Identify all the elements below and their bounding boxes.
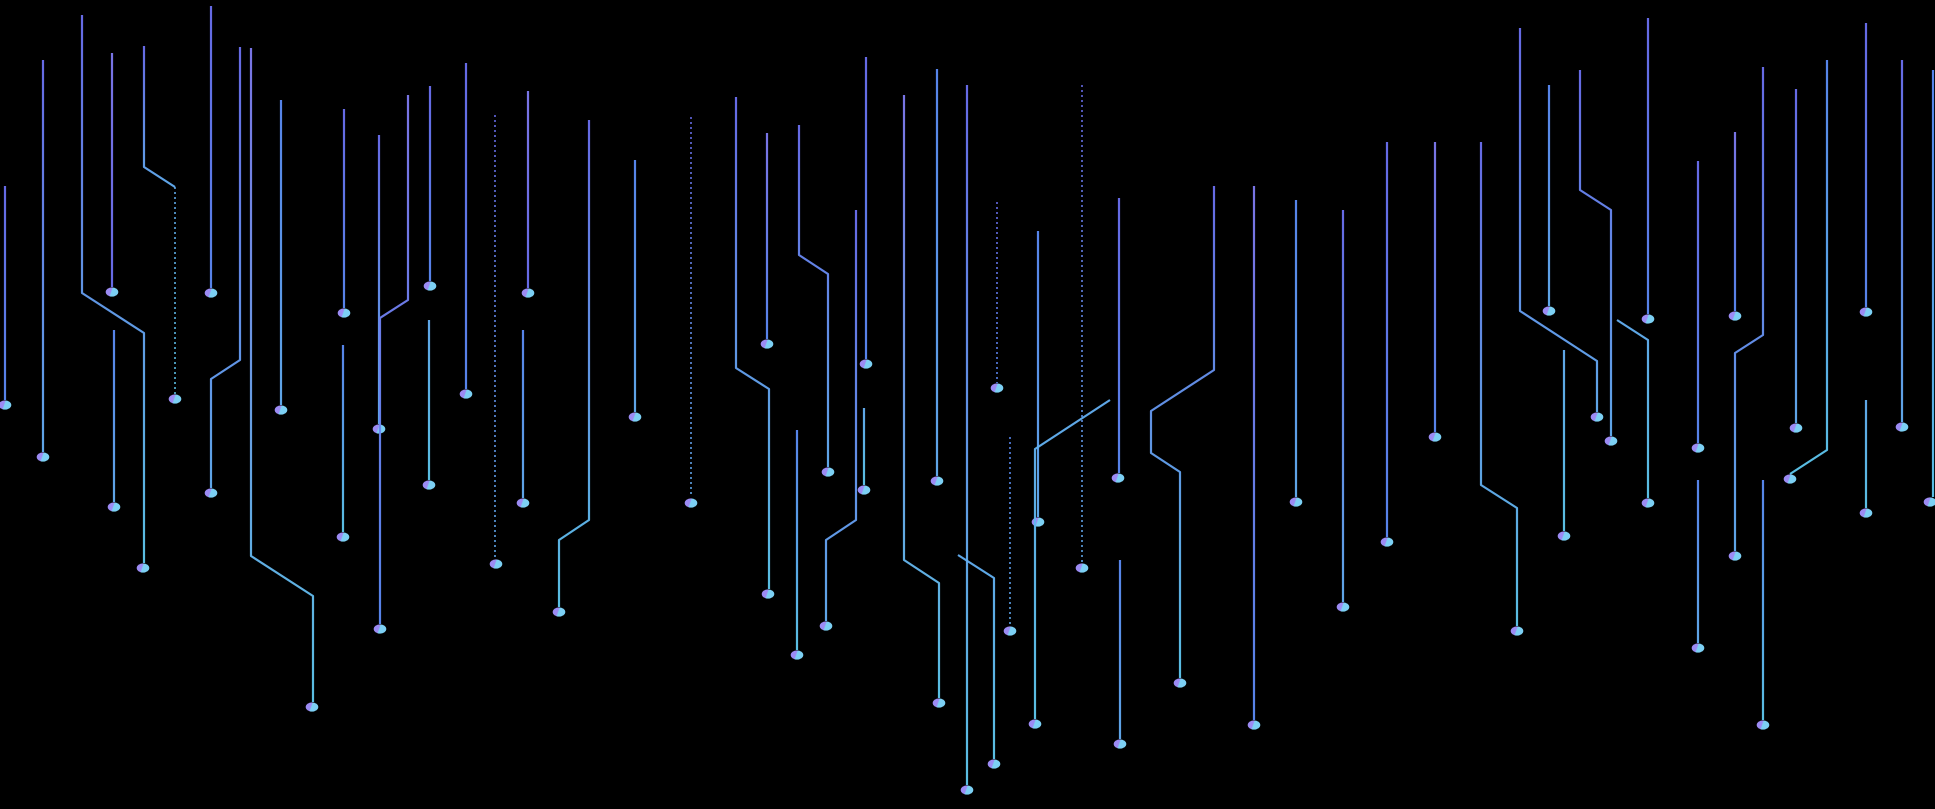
circuit-trace <box>902 95 941 698</box>
trace-end-dot <box>274 405 288 415</box>
trace-end-dot <box>1789 423 1803 433</box>
trace-end-dot <box>1859 508 1873 518</box>
circuit-trace <box>1578 70 1613 436</box>
trace-end-dot <box>1728 311 1742 321</box>
trace-end-dot <box>821 467 835 477</box>
trace-end-dot <box>857 485 871 495</box>
circuit-trace <box>557 120 591 607</box>
trace-end-dot <box>1590 412 1604 422</box>
trace-end-dot <box>760 339 774 349</box>
trace-end-dot <box>489 559 503 569</box>
circuit-trace <box>1479 142 1519 626</box>
trace-end-dot <box>1510 626 1524 636</box>
trace-end-dot <box>1113 739 1127 749</box>
trace-end-dot <box>1859 307 1873 317</box>
trace-end-dot <box>1289 497 1303 507</box>
trace-end-dot <box>1031 517 1045 527</box>
trace-end-dot <box>1691 443 1705 453</box>
trace-end-dot <box>1641 314 1655 324</box>
trace-end-dot <box>987 759 1001 769</box>
trace-end-dot <box>990 383 1004 393</box>
trace-end-dot <box>0 400 12 410</box>
trace-end-dot <box>1173 678 1187 688</box>
trace-end-dot <box>1003 626 1017 636</box>
trace-end-dot <box>552 607 566 617</box>
circuit-trace <box>378 95 410 624</box>
trace-end-dot <box>790 650 804 660</box>
trace-end-dot <box>1075 563 1089 573</box>
trace-end-dot <box>105 287 119 297</box>
trace-end-dot <box>761 589 775 599</box>
trace-end-dot <box>628 412 642 422</box>
trace-end-dot <box>107 502 121 512</box>
trace-end-dot <box>521 288 535 298</box>
trace-end-dot <box>336 532 350 542</box>
trace-end-dot <box>960 785 974 795</box>
trace-end-dot <box>1380 537 1394 547</box>
trace-end-dot <box>337 308 351 318</box>
trace-end-dot <box>1691 643 1705 653</box>
circuit-trace <box>734 97 771 589</box>
circuit-trace <box>249 48 315 702</box>
trace-end-dot <box>932 698 946 708</box>
circuit-trace <box>209 47 242 488</box>
circuit-trace <box>1149 186 1216 678</box>
trace-end-dot <box>1728 551 1742 561</box>
trace-end-dot <box>1923 497 1935 507</box>
circuit-trace <box>1033 399 1111 719</box>
trace-end-dot <box>422 480 436 490</box>
trace-end-dot <box>1111 473 1125 483</box>
trace-end-dot <box>1428 432 1442 442</box>
trace-end-dot <box>1756 720 1770 730</box>
trace-end-dot <box>1604 436 1618 446</box>
circuit-trace <box>1733 67 1765 551</box>
trace-end-dot <box>1247 720 1261 730</box>
trace-end-dot <box>305 702 319 712</box>
trace-end-dot <box>136 563 150 573</box>
trace-end-dot <box>859 359 873 369</box>
trace-end-dot <box>1557 531 1571 541</box>
circuit-trace <box>80 15 146 563</box>
trace-end-dot <box>204 488 218 498</box>
circuit-trace <box>142 46 176 188</box>
circuit-trace <box>797 125 830 467</box>
trace-end-dot <box>1336 602 1350 612</box>
trace-end-dot <box>423 281 437 291</box>
trace-end-dot <box>684 498 698 508</box>
trace-end-dot <box>1028 719 1042 729</box>
trace-end-dot <box>819 621 833 631</box>
trace-end-dot <box>516 498 530 508</box>
circuit-trace <box>1518 28 1599 412</box>
trace-end-dot <box>373 624 387 634</box>
trace-end-dot <box>1641 498 1655 508</box>
trace-end-dot <box>1542 306 1556 316</box>
trace-end-dot <box>36 452 50 462</box>
circuit-trace <box>1789 60 1829 475</box>
circuit-trace <box>1616 319 1650 498</box>
circuit-trace <box>957 554 996 759</box>
trace-end-dot <box>930 476 944 486</box>
trace-end-dot <box>459 389 473 399</box>
trace-end-dot <box>1895 422 1909 432</box>
trace-end-dot <box>204 288 218 298</box>
trace-end-dot <box>1783 474 1797 484</box>
circuit-trace <box>824 210 858 621</box>
trace-end-dot <box>168 394 182 404</box>
